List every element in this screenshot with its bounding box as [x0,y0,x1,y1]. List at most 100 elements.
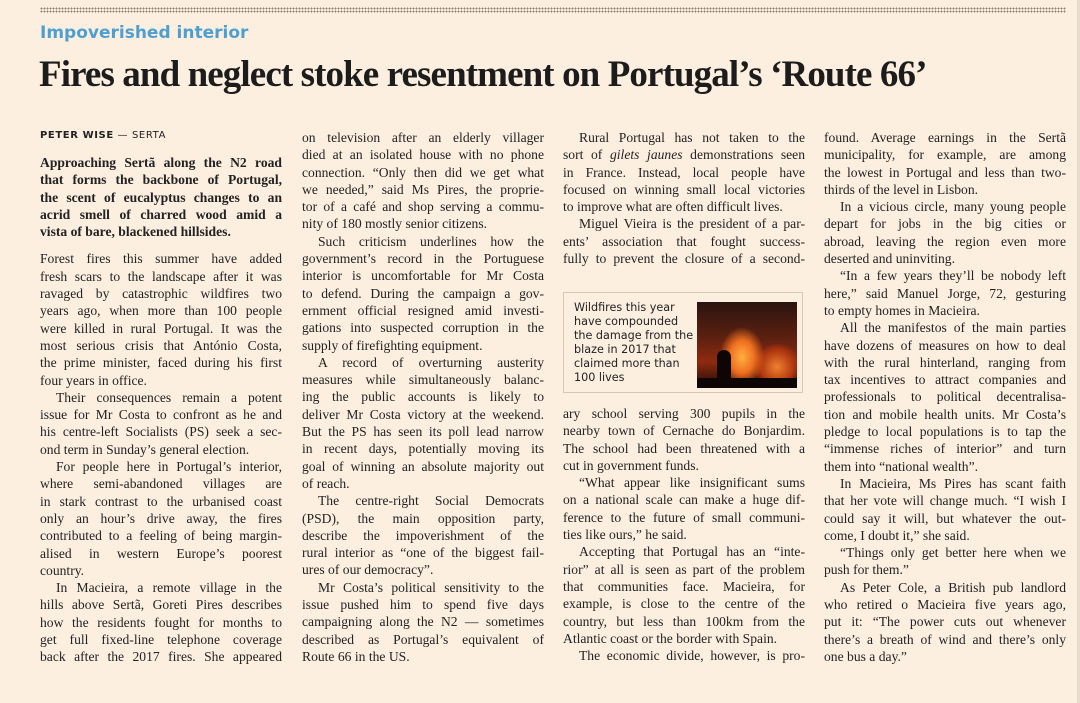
text-line: In Macieira, a remote village in the [56,580,282,596]
text-line: in France. Instead, local people have [563,164,805,180]
text-line: (PSD), the main opposition party, [302,510,544,526]
wildfire-photo [697,302,797,388]
text-line: ond term in Sunday’s general election. [40,441,250,457]
text-line: “immense riches of interior” and turn [824,441,1066,457]
text-line: hills above Sertã, Goreti Pires describe… [40,597,282,613]
text-line: “Things only get better here when we [840,545,1066,561]
text-line: ties like ours,” he said. [563,527,687,543]
text-line: cut in government funds. [563,457,699,473]
text-line: municipality, for example, are among [824,147,1066,163]
paragraph: In a vicious circle, many young people de… [824,198,1066,267]
text-line: ernment official resigned amid investi- [302,302,544,318]
paragraph: For people here in Portugal’s interior, w… [40,458,282,579]
text-line: we needed,” said Ms Pires, the proprie- [302,181,544,197]
paragraph: In Macieira, a remote village in the hill… [40,579,282,665]
text-line: there’s a breath of wind and there’s onl… [824,631,1066,647]
text-line: Their consequences remain a potent [56,389,282,405]
text-line: Rural Portugal has not taken to the [579,130,805,145]
text-line: tax incentives to attract companies and [824,372,1066,388]
paragraph: Accepting that Portugal has an “inte-rio… [563,543,805,647]
text-line: ravaged by catastrophic wildfires two [40,286,282,302]
text-line: vista of bare, blackened hillsides. [40,224,231,240]
paragraph: As Peter Cole, a British pub landlord who… [824,579,1066,665]
text-line: The economic divide, however, is pro- [579,648,805,664]
text-line: connection. “Only then did we get what [302,164,544,180]
text-line: ents’ association that fought success- [563,233,805,249]
text-line: how the residents fought for months to [40,614,282,630]
paragraph: “In a few years they’ll be nobody left he… [824,267,1066,319]
byline: PETER WISE — SERTA [40,130,166,141]
text-line: Such criticism underlines how the [318,233,544,249]
text-line: The school had been threatened with a [563,440,805,456]
byline-author: PETER WISE [40,130,114,141]
text-line: supply of firefighting equipment. [302,337,483,353]
text-line: rior” at all is seen as part of the prob… [563,561,805,577]
text-line: in recent days, potentially moving its [302,441,544,457]
text-line: For people here in Portugal’s interior, [56,459,282,475]
text-line: have dozens of measures on how to deal [824,337,1066,353]
paragraph: Such criticism underlines how the governm… [302,233,544,354]
text-line: on a national scale can make a huge dif- [563,492,805,508]
text-line: that forms the backbone of Portugal, [40,172,282,188]
text-line: fully to prevent the closure of a second… [563,251,805,267]
text-line: that her vote will change much. “I wish … [824,493,1066,509]
text-line: A record of overturning austerity [318,354,544,370]
text-line: thirds of the level in Lisbon. [824,181,979,197]
text-line: sort of gilets jaunes demonstrations see… [563,147,806,163]
text-line: nearby town of Cernache do Bonjardim. [563,423,805,439]
text-line: Atlantic coast or the border with Spain. [563,630,778,646]
byline-separator: — [113,130,132,141]
text-line: abroad, leaving the region even more [824,233,1066,249]
lead-paragraph: Approaching Sertã along the N2 road that … [40,154,282,240]
text-line: with the rural hinterland, ranging from [824,354,1066,370]
paragraph: ary school serving 300 pupils in the near… [563,405,805,474]
paragraph: Their consequences remain a potent issue … [40,389,282,458]
article-column-3-bottom: ary school serving 300 pupils in the near… [563,405,805,664]
text-line: depart for jobs in the big cities or [824,216,1066,232]
text-line: to improve what are often difficult live… [563,199,783,215]
text-line: Approaching Sertã along the N2 road [40,155,282,170]
byline-location: SERTA [131,130,167,141]
paragraph: All the manifestos of the main parties ha… [824,319,1066,475]
paragraph: A record of overturning austerity measure… [302,354,544,492]
text-line: In a vicious circle, many young people [840,199,1066,215]
text-line: the prime minister, faced during his fir… [40,355,282,371]
text-line: them into “national wealth”. [824,458,979,474]
paragraph: found. Average earnings in the Sertã muni… [824,129,1066,198]
text-line: measures while simultaneously balanc- [302,372,544,388]
text-line: put it: “The power cuts out whenever [824,614,1066,630]
paragraph: on television after an elderly villager d… [302,129,544,233]
text-line: deserted and uninviting. [824,251,955,267]
text-line: four years in office. [40,372,147,388]
text-line: All the manifestos of the main parties [840,320,1066,336]
text-line: of reach. [302,475,350,491]
text-line: to empty homes in Macieira. [824,302,980,318]
text-line: only an hour’s drive away, the fires [40,510,282,526]
text-line: one bus a day.” [824,648,907,664]
text-line: Forest fires this summer have added [40,251,282,267]
text-line: here,” said Manuel Jorge, 72, gesturing [824,285,1066,301]
text-line: ures of our democracy”. [302,562,434,578]
text-line: acrid smell of charred wood amid a [40,206,282,222]
text-line: ing the public accounts is likely to [302,389,544,405]
text-line: push for them.” [824,562,909,578]
text-line: But the PS has seen its poll lead narrow [302,424,544,440]
text-line: country, but less than 100km from the [563,613,805,629]
text-line: “What appear like insignificant sums [579,475,805,491]
text-line: to defend. During the campaign a gov- [302,285,544,301]
text-line: the scent of eucalyptus changes to an [40,189,282,205]
text-line: on television after an elderly villager [302,130,544,145]
photo-caption-box: Wildfires this year have compounded the … [563,292,803,393]
article-column-2: on television after an elderly villager d… [302,129,544,665]
text-line: that communities face. Macieira, for [563,578,805,594]
page-edge [1077,0,1080,703]
text-line: in stark contrast to the urbanised coast [40,493,282,509]
text-line: come, I doubt it,” she said. [824,527,970,543]
text-line: were killed in rural Portugal. It was th… [40,320,282,336]
section-kicker: Impoverished interior [40,23,249,43]
text-line: found. Average earnings in the Sertã [824,130,1066,145]
text-line: could say it will, but whatever the out- [824,510,1066,526]
paragraph: Forest fires this summer have added fresh… [40,250,282,388]
paragraph: “What appear like insignificant sums on a… [563,474,805,543]
text-line: his centre-left Socialists (PS) seek a s… [40,424,282,440]
